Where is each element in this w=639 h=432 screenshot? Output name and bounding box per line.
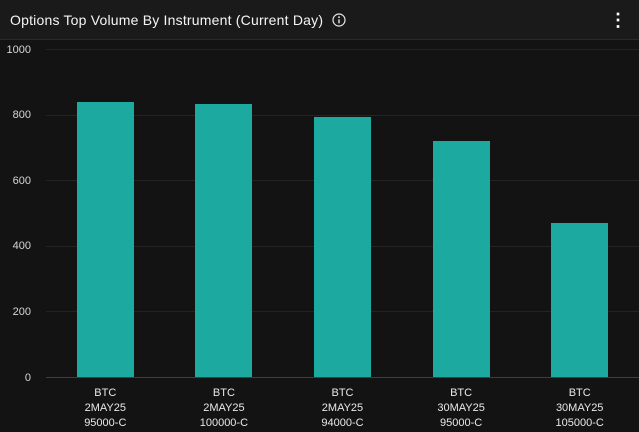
y-axis-tick-label: 1000 [6,43,31,56]
bar-btc-2may25-94000-c[interactable] [314,116,371,378]
x-axis-category-label: BTC 2MAY25 100000-C [165,386,284,431]
x-axis-label-line: 2MAY25 [84,401,126,414]
bar-btc-30may25-95000-c[interactable] [432,141,490,378]
y-axis-tick-label: 0 [24,371,31,384]
bar-btc-2may25-100000-c[interactable] [195,103,253,378]
x-axis-label-line: 105000-C [555,416,604,429]
x-axis-label-line: 30MAY25 [437,401,485,414]
x-axis-category-label: BTC 2MAY25 95000-C [46,386,165,431]
x-axis-label-line: BTC [450,386,473,399]
chart-title: Options Top Volume By Instrument (Curren… [10,11,324,28]
x-axis-label-line: 100000-C [199,416,249,429]
y-axis-tick-label: 800 [12,109,31,122]
x-axis-label-line: 30MAY25 [555,401,604,414]
x-axis-label-line: 95000-C [84,416,127,429]
x-axis-label-line: 95000-C [439,416,483,429]
x-axis-category-label: BTC 30MAY25 95000-C [402,386,521,431]
gridline [46,49,639,50]
chart-header: Options Top Volume By Instrument (Curren… [0,0,639,40]
x-axis-label-line: BTC [568,386,591,399]
info-icon[interactable] [332,12,346,27]
bar-chart-plot-area: 0 200 400 600 800 1000 BTC 2MAY25 95000-C BTC 2MAY… [0,40,639,432]
x-axis-category-label: BTC 30MAY25 105000-C [520,386,639,431]
bar-btc-2may25-95000-c[interactable] [76,101,134,378]
kebab-menu-button[interactable]: ⋮ [601,7,635,33]
x-axis-label-line: 2MAY25 [321,401,364,414]
x-axis-line [46,377,639,378]
y-axis-tick-label: 600 [12,174,31,187]
y-axis-tick-label: 200 [12,305,31,318]
x-axis-label-line: BTC [94,386,117,399]
gridline [46,114,639,116]
x-axis-category-label: BTC 2MAY25 94000-C [283,386,402,431]
x-axis-label-line: BTC [331,386,354,399]
y-axis-tick-label: 400 [12,240,31,253]
x-axis-label-line: 94000-C [321,416,364,429]
bar-btc-30may25-105000-c[interactable] [551,223,609,378]
x-axis-label-line: 2MAY25 [203,401,245,414]
x-axis-label-line: BTC [212,386,235,399]
